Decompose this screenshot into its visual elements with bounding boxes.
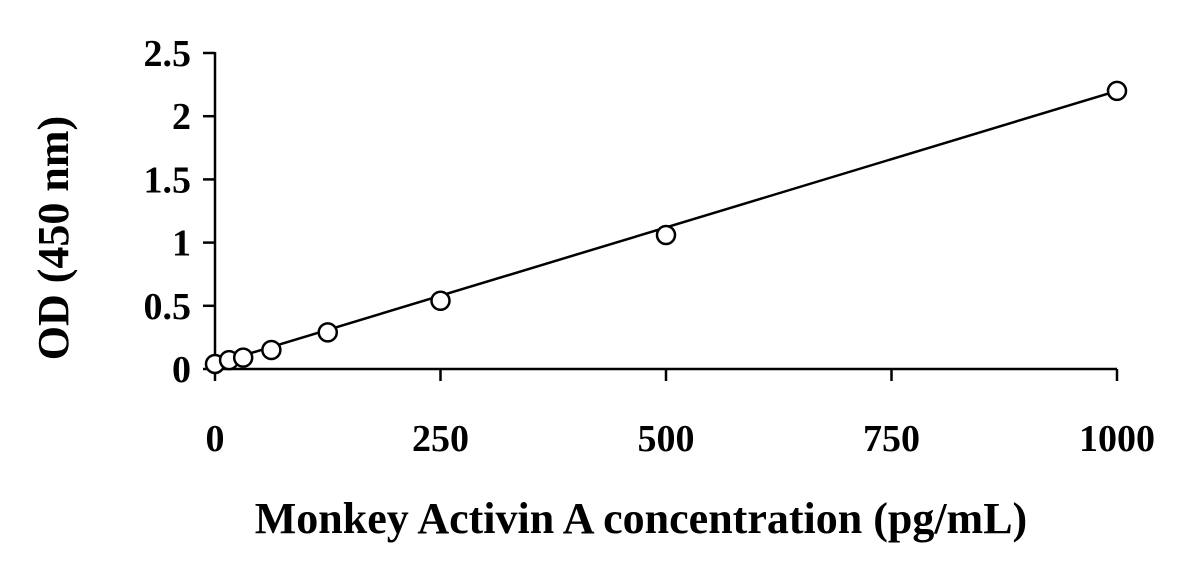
y-tick-label: 2.5 <box>144 33 192 75</box>
data-point <box>261 339 282 361</box>
x-tick-label: 1000 <box>1079 418 1155 460</box>
axes <box>213 52 1117 371</box>
data-point <box>317 322 338 343</box>
data-points <box>204 80 1128 375</box>
data-point <box>655 224 677 246</box>
data-point <box>1106 80 1128 102</box>
x-ticks: 0 250 500 750 1000 <box>206 369 1155 460</box>
y-tick-label: 1 <box>172 223 191 265</box>
y-tick-label: 1.5 <box>144 159 192 201</box>
y-tick-label: 0.5 <box>144 286 192 328</box>
x-axis-title: Monkey Activin A concentration (pg/mL) <box>255 494 1027 543</box>
y-ticks: 0 0.5 1 1.5 2 2.5 <box>144 33 215 391</box>
x-tick-label: 750 <box>863 418 920 460</box>
y-tick-label: 0 <box>172 349 191 391</box>
data-point <box>430 290 451 311</box>
x-tick-label: 250 <box>412 418 469 460</box>
y-axis-title: OD (450 nm) <box>29 116 78 360</box>
x-tick-label: 500 <box>638 418 695 460</box>
x-tick-label: 0 <box>206 418 225 460</box>
data-point <box>232 347 254 368</box>
y-tick-label: 2 <box>172 96 191 138</box>
